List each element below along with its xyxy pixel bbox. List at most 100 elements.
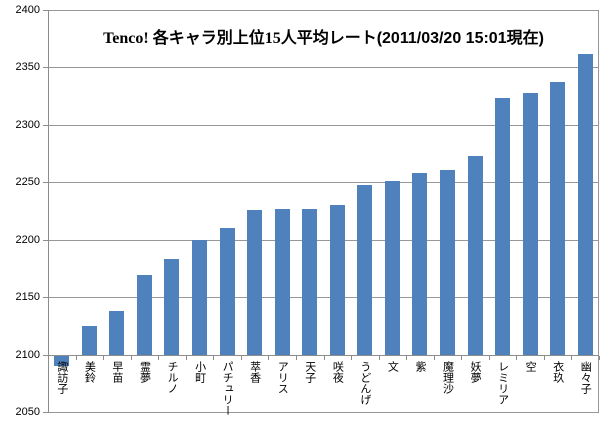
x-axis-tick: [186, 356, 187, 360]
x-axis-label: レミリア: [496, 360, 509, 405]
y-axis-label: 2300: [15, 119, 40, 131]
x-axis-label: チルノ: [166, 360, 178, 394]
x-axis-label: 霊夢: [138, 360, 151, 383]
x-axis-tick: [461, 356, 462, 360]
gridline: [48, 10, 599, 11]
x-axis-tick: [241, 356, 242, 360]
x-axis-label: パチュリー: [221, 360, 234, 416]
gridline: [48, 67, 599, 68]
y-axis-tick: [43, 67, 48, 68]
x-axis-label-wrap: うどんげ: [351, 361, 379, 421]
x-axis-label: 萃香: [248, 360, 261, 383]
x-axis-label: 魔理沙: [441, 360, 454, 394]
x-axis-label-wrap: チルノ: [158, 361, 186, 421]
bar-空: [522, 92, 538, 355]
x-axis-label-wrap: アリス: [268, 361, 296, 421]
x-axis-tick: [48, 356, 49, 360]
x-axis-label-wrap: 紫: [406, 361, 434, 421]
x-axis-tick: [434, 356, 435, 360]
x-axis-tick: [599, 356, 600, 360]
gridline: [48, 297, 599, 298]
x-axis-label: 咲夜: [331, 360, 344, 383]
y-axis-label: 2350: [15, 61, 40, 73]
x-axis-label: 幽々子: [579, 360, 592, 394]
bar-幽々子: [577, 53, 593, 355]
y-axis-label: 2200: [15, 234, 40, 246]
x-axis-label: 諏訪子: [55, 360, 68, 394]
x-axis-label-wrap: レミリア: [489, 361, 517, 421]
x-axis-label-wrap: 萃香: [241, 361, 269, 421]
x-axis-tick: [103, 356, 104, 360]
x-axis-label-wrap: 諏訪子: [48, 361, 76, 421]
x-axis-tick: [406, 356, 407, 360]
plot-right-border: [598, 10, 599, 413]
x-axis-tick: [571, 356, 572, 360]
bar-文: [384, 181, 400, 355]
x-axis-label-wrap: 天子: [296, 361, 324, 421]
x-axis-tick: [489, 356, 490, 360]
plot-area: 諏訪子 美鈴 早苗 霊夢 チルノ 小町 パチュリー 萃香 アリス 天子 咲夜 うどんげ 文 紫 魔理沙 妖夢レ…: [43, 10, 600, 416]
x-axis-tick: [324, 356, 325, 360]
x-axis-label-wrap: 幽々子: [571, 361, 599, 421]
x-axis-label: アリス: [276, 360, 289, 394]
bar-魔理沙: [439, 169, 455, 355]
x-axis-label: 空: [524, 360, 537, 372]
x-axis-label: うどんげ: [358, 360, 371, 405]
x-axis-label: 天子: [303, 360, 316, 383]
x-axis-tick: [213, 356, 214, 360]
x-axis-tick: [131, 356, 132, 360]
x-axis-label: 小町: [193, 360, 206, 383]
x-axis-tick: [516, 356, 517, 360]
x-axis-tick: [544, 356, 545, 360]
bar-衣玖: [550, 82, 566, 355]
x-axis-label: 文: [386, 360, 399, 372]
gridline: [48, 240, 599, 241]
x-axis-label-wrap: 早苗: [103, 361, 131, 421]
x-axis-label-wrap: 小町: [186, 361, 214, 421]
x-axis-label: 妖夢: [469, 360, 482, 383]
bar-うどんげ: [357, 184, 373, 355]
x-axis-label: 衣玖: [551, 360, 564, 383]
x-axis-tick: [351, 356, 352, 360]
gridline: [48, 182, 599, 183]
x-axis-label-wrap: 衣玖: [544, 361, 572, 421]
x-axis-tick: [268, 356, 269, 360]
y-axis-label: 2100: [15, 349, 40, 361]
y-axis-label: 2050: [15, 406, 40, 418]
bar-パチュリー: [219, 228, 235, 355]
x-axis-tick: [158, 356, 159, 360]
x-axis-label: 紫: [413, 360, 426, 372]
y-axis-tick: [43, 412, 48, 413]
chart-title-datetime: (2011/03/20 15:01現在): [376, 30, 544, 47]
bar-チルノ: [164, 259, 180, 355]
bar-アリス: [274, 208, 290, 355]
x-axis-label-wrap: 美鈴: [76, 361, 104, 421]
y-axis-tick: [43, 297, 48, 298]
y-axis-tick: [43, 125, 48, 126]
bar-霊夢: [136, 275, 152, 355]
y-axis-label: 2150: [15, 291, 40, 303]
x-axis-tick: [76, 356, 77, 360]
bar-咲夜: [329, 205, 345, 355]
y-axis-tick: [43, 10, 48, 11]
bar-美鈴: [81, 325, 97, 355]
y-axis-label: 2250: [15, 176, 40, 188]
bar-萃香: [247, 209, 263, 355]
chart-title: Tenco! 各キャラ別上位15人平均レート(2011/03/20 15:01現…: [48, 24, 599, 48]
gridline: [48, 412, 599, 413]
y-axis-tick: [43, 182, 48, 183]
x-axis-label-wrap: 咲夜: [324, 361, 352, 421]
y-axis-label: 2400: [15, 4, 40, 16]
x-axis-label: 美鈴: [83, 360, 96, 383]
y-axis-tick: [43, 240, 48, 241]
bar-諏訪子: [54, 354, 70, 367]
x-axis-label-wrap: 霊夢: [131, 361, 159, 421]
x-axis-tick: [296, 356, 297, 360]
x-axis-label-wrap: 文: [379, 361, 407, 421]
x-axis-label: 早苗: [110, 360, 123, 383]
bar-小町: [192, 239, 208, 355]
chart-title-text: Tenco! 各キャラ別上位15人平均レート: [103, 30, 377, 47]
x-axis-label-wrap: パチュリー: [213, 361, 241, 421]
bar-早苗: [109, 310, 125, 355]
